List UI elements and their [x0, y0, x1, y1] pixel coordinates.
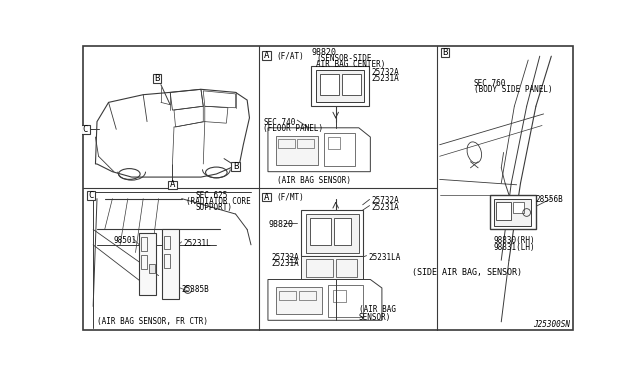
Bar — [164, 254, 170, 268]
Text: SEC.740: SEC.740 — [263, 118, 296, 127]
Bar — [232, 162, 240, 170]
Text: AIR BAG CENTER): AIR BAG CENTER) — [316, 60, 386, 69]
Bar — [301, 256, 363, 279]
Text: (AIR BAG SENSOR): (AIR BAG SENSOR) — [277, 176, 351, 185]
Bar — [316, 70, 364, 102]
Text: 98831(LH): 98831(LH) — [493, 243, 535, 251]
Bar — [311, 66, 369, 106]
Bar — [324, 133, 355, 166]
Text: (AIR BAG: (AIR BAG — [359, 305, 396, 314]
Text: SUPPORT): SUPPORT) — [196, 203, 232, 212]
Bar — [141, 255, 147, 269]
Bar — [334, 218, 351, 245]
Bar — [140, 233, 156, 295]
Text: (SIDE AIR BAG, SENSOR): (SIDE AIR BAG, SENSOR) — [412, 268, 522, 277]
Bar — [490, 195, 536, 230]
Text: 28556B: 28556B — [536, 195, 564, 204]
Bar — [496, 202, 511, 220]
Bar — [493, 199, 531, 226]
Bar — [276, 287, 322, 314]
Bar — [333, 289, 346, 302]
Text: 98830(RH): 98830(RH) — [493, 235, 535, 245]
Text: J25300SN: J25300SN — [534, 320, 570, 329]
Bar — [262, 193, 271, 201]
Text: 25231LA: 25231LA — [368, 253, 401, 262]
Bar — [81, 125, 90, 134]
Text: B: B — [154, 74, 160, 83]
Text: B: B — [442, 48, 448, 57]
Text: 25385B: 25385B — [182, 285, 209, 294]
Text: (F/AT): (F/AT) — [276, 52, 304, 61]
Bar — [342, 74, 361, 96]
Bar — [307, 259, 333, 277]
Bar — [153, 74, 161, 83]
Text: 25231A: 25231A — [371, 203, 399, 212]
Text: C: C — [88, 191, 93, 200]
Bar — [299, 291, 316, 300]
Bar — [307, 214, 359, 253]
Bar — [513, 202, 524, 212]
Text: B: B — [233, 162, 238, 171]
Text: 25231L: 25231L — [183, 239, 211, 248]
Text: C: C — [83, 125, 88, 134]
Bar — [163, 230, 179, 299]
Text: SEC.760: SEC.760 — [474, 79, 506, 88]
Text: A: A — [264, 193, 269, 202]
Bar — [441, 48, 449, 57]
Text: 25231A: 25231A — [371, 74, 399, 83]
Bar — [276, 135, 318, 165]
Bar — [168, 180, 177, 189]
Text: A: A — [264, 51, 269, 60]
Bar — [148, 264, 155, 273]
Text: SEC.625: SEC.625 — [196, 191, 228, 200]
Bar — [319, 74, 339, 96]
Bar — [297, 139, 314, 148]
Text: 98501: 98501 — [114, 235, 137, 245]
Bar — [336, 259, 357, 277]
Text: 25732A: 25732A — [371, 68, 399, 77]
Text: A: A — [170, 180, 175, 189]
Bar — [310, 218, 331, 245]
Text: 25732A: 25732A — [371, 196, 399, 205]
Text: (RADIATOR CORE: (RADIATOR CORE — [186, 197, 250, 206]
Text: (AIR BAG SENSOR, FR CTR): (AIR BAG SENSOR, FR CTR) — [97, 317, 208, 326]
Bar — [301, 210, 363, 256]
Text: 25732A: 25732A — [271, 253, 299, 262]
Bar — [262, 51, 271, 60]
Text: 25231A: 25231A — [271, 260, 299, 269]
Text: (SENSOR-SIDE: (SENSOR-SIDE — [316, 54, 372, 63]
Text: (BODY SIDE PANEL): (BODY SIDE PANEL) — [474, 86, 553, 94]
Bar — [328, 285, 363, 317]
Text: (FLOOR PANEL): (FLOOR PANEL) — [263, 124, 323, 133]
Text: (F/MT): (F/MT) — [276, 193, 304, 202]
Bar — [328, 137, 340, 148]
Bar — [278, 139, 295, 148]
Text: 98820: 98820 — [269, 220, 294, 229]
Bar — [164, 235, 170, 250]
Text: 98820: 98820 — [312, 48, 337, 58]
Bar — [86, 191, 95, 200]
Text: SENSOR): SENSOR) — [359, 312, 391, 322]
Bar — [141, 237, 147, 251]
Bar — [279, 291, 296, 300]
